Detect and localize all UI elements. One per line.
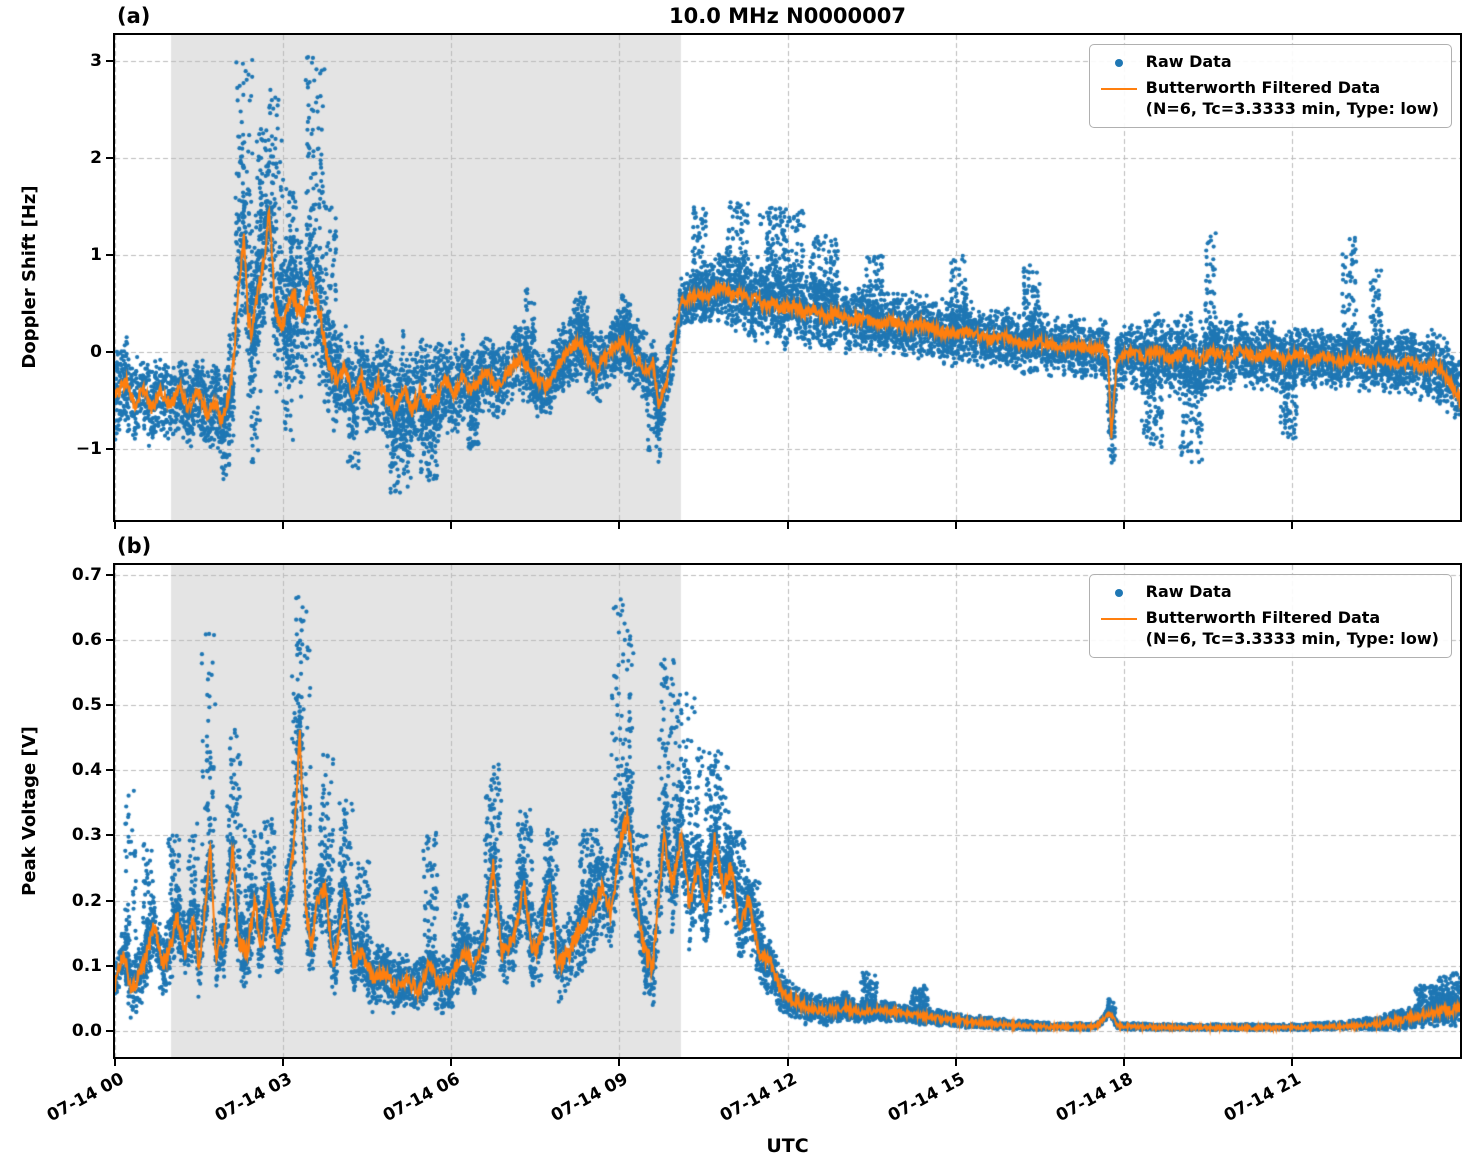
x-tick-label: 07-14 21 (1220, 1069, 1305, 1127)
panel-a-label: (a) (117, 4, 151, 28)
x-tick-label: 07-14 03 (211, 1069, 296, 1127)
x-tick-mark (954, 522, 957, 529)
legend-item-filtered-data: Butterworth Filtered Data (N=6, Tc=3.333… (1100, 78, 1439, 120)
legend-raw-label: Raw Data (1145, 582, 1232, 601)
x-tick-mark (114, 1059, 116, 1066)
panel-a-legend: Raw Data Butterworth Filtered Data (N=6,… (1088, 44, 1452, 128)
x-tick-mark (282, 522, 285, 529)
y-tick-label: 0.0 (71, 1020, 102, 1041)
filtered-data-marker-icon (1100, 78, 1138, 99)
y-tick-mark (106, 1029, 113, 1032)
panel-b-label: (b) (117, 534, 152, 558)
legend-item-filtered-data: Butterworth Filtered Data (N=6, Tc=3.333… (1100, 608, 1439, 650)
y-tick-mark (106, 448, 113, 451)
y-tick-label: 3 (90, 51, 102, 72)
legend-item-raw-data: Raw Data (1100, 582, 1439, 603)
y-tick-label: 0.5 (71, 695, 102, 716)
x-tick-mark (450, 522, 453, 529)
legend-filtered-label-block: Butterworth Filtered Data (N=6, Tc=3.333… (1146, 78, 1439, 120)
raw-data-marker-icon (1100, 52, 1138, 73)
x-tick-label: 07-14 18 (1052, 1069, 1137, 1127)
x-tick-mark (1122, 522, 1125, 529)
panel-b-legend: Raw Data Butterworth Filtered Data (N=6,… (1088, 574, 1452, 658)
y-tick-mark (106, 351, 113, 354)
y-tick-mark (106, 769, 113, 772)
legend-filtered-sublabel: (N=6, Tc=3.3333 min, Type: low) (1145, 628, 1439, 648)
x-tick-mark (954, 1059, 957, 1066)
panel-b-y-axis-label: Peak Voltage [V] (19, 726, 40, 896)
x-tick-mark (282, 1059, 285, 1066)
y-tick-label: 2 (90, 148, 102, 169)
legend-item-raw-data: Raw Data (1100, 52, 1439, 73)
legend-filtered-label: Butterworth Filtered Data (1145, 608, 1381, 627)
y-tick-label: 0 (90, 342, 102, 363)
x-tick-mark (786, 522, 789, 529)
y-tick-label: 0.2 (71, 890, 102, 911)
legend-filtered-label-block: Butterworth Filtered Data (N=6, Tc=3.333… (1146, 608, 1439, 650)
y-tick-label: −1 (75, 439, 102, 460)
x-tick-label: 07-14 06 (380, 1069, 464, 1127)
x-axis-label: UTC (766, 1135, 809, 1157)
x-tick-label: 07-14 12 (716, 1069, 800, 1127)
x-tick-mark (618, 1059, 621, 1066)
y-tick-mark (106, 899, 113, 902)
x-tick-label: 07-14 09 (548, 1069, 632, 1127)
y-tick-label: 0.7 (71, 564, 102, 585)
legend-filtered-label: Butterworth Filtered Data (1145, 78, 1381, 97)
y-tick-mark (106, 704, 113, 707)
filtered-data-marker-icon (1100, 608, 1138, 629)
y-tick-label: 1 (90, 245, 102, 266)
legend-raw-label: Raw Data (1145, 52, 1232, 71)
x-tick-label: 07-14 00 (43, 1069, 128, 1127)
y-tick-mark (106, 638, 113, 641)
chart-title: 10.0 MHz N0000007 (669, 4, 906, 28)
x-tick-label: 07-14 15 (884, 1069, 969, 1127)
y-tick-mark (106, 834, 113, 837)
x-tick-mark (1290, 1059, 1293, 1066)
x-tick-mark (786, 1059, 789, 1066)
x-tick-mark (114, 522, 116, 529)
y-tick-mark (106, 157, 113, 160)
x-tick-mark (450, 1059, 453, 1066)
x-tick-mark (1290, 522, 1293, 529)
x-tick-mark (618, 522, 621, 529)
panel-a-y-axis-label: Doppler Shift [Hz] (19, 185, 40, 369)
raw-data-marker-icon (1100, 582, 1138, 603)
x-tick-mark (1122, 1059, 1125, 1066)
y-tick-label: 0.3 (71, 825, 102, 846)
y-tick-mark (106, 964, 113, 967)
y-tick-mark (106, 573, 113, 576)
y-tick-label: 0.6 (71, 629, 102, 650)
legend-filtered-sublabel: (N=6, Tc=3.3333 min, Type: low) (1145, 98, 1439, 118)
y-tick-label: 0.1 (71, 955, 102, 976)
y-tick-mark (106, 254, 113, 257)
y-tick-mark (106, 60, 113, 63)
y-tick-label: 0.4 (71, 760, 102, 781)
